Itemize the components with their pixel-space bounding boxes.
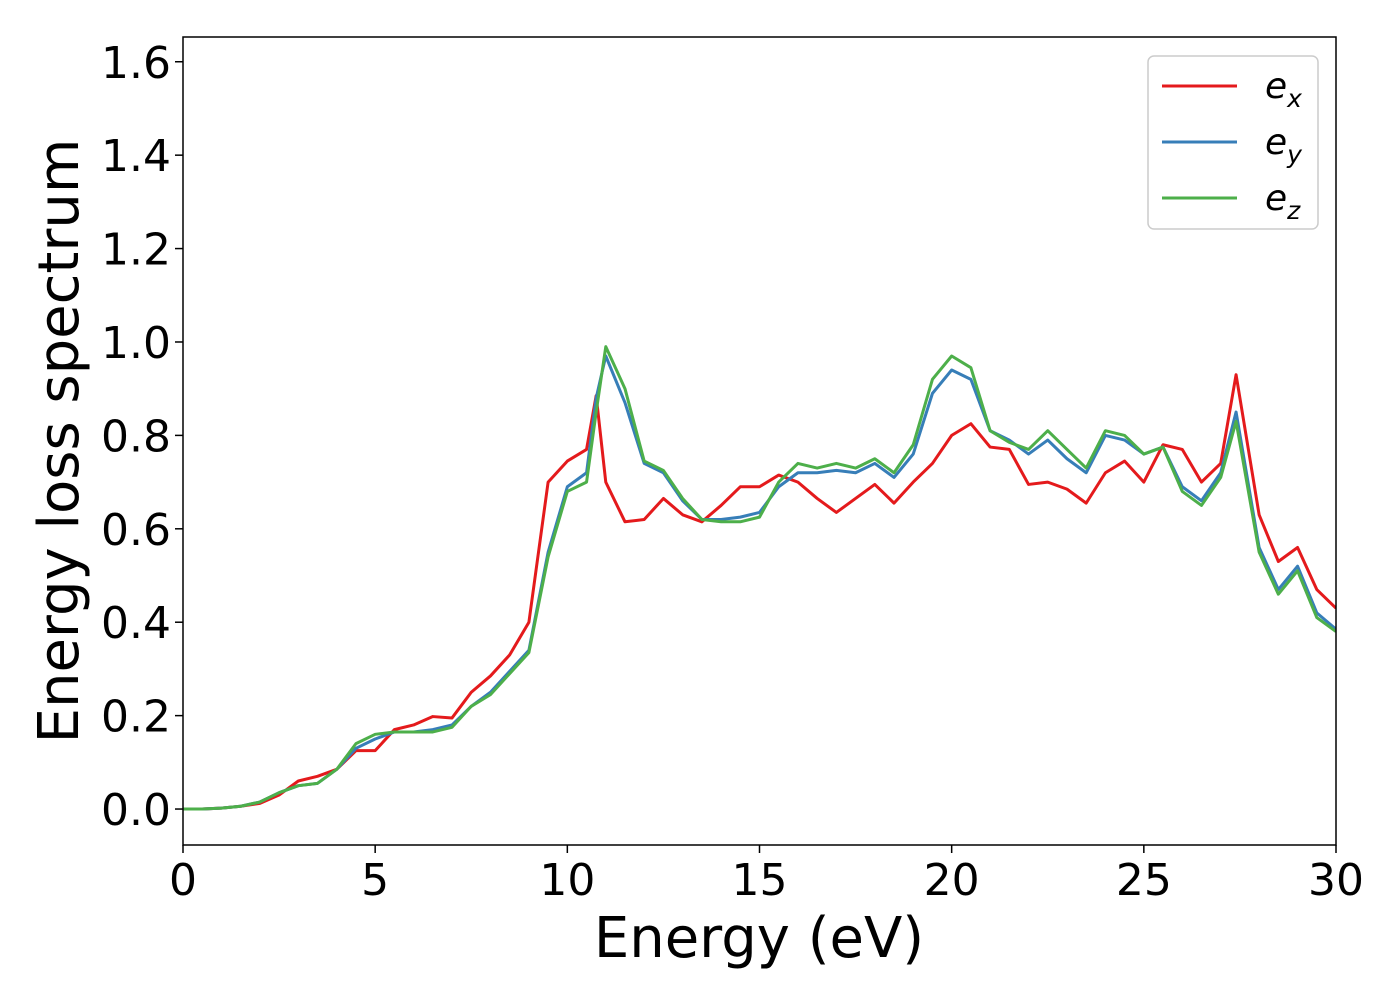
y-axis-label: Energy loss spectrum — [27, 139, 92, 744]
x-tick-label: 20 — [924, 855, 980, 906]
y-tick-label: 0.2 — [101, 692, 171, 743]
x-tick-label: 15 — [732, 855, 788, 906]
y-tick-label: 0.8 — [101, 411, 171, 462]
legend-label: ex — [1265, 66, 1302, 113]
y-tick-label: 0.6 — [101, 505, 171, 556]
y-tick-label: 1.4 — [101, 131, 171, 182]
y-tick-label: 1.2 — [101, 225, 171, 276]
x-tick-label: 5 — [361, 855, 389, 906]
y-tick-label: 1.0 — [101, 318, 171, 369]
data-line — [183, 345, 1336, 811]
data-line — [183, 354, 1336, 811]
x-axis-label: Energy (eV) — [594, 906, 924, 971]
x-tick-label: 25 — [1116, 855, 1172, 906]
legend-label: ey — [1265, 122, 1303, 169]
y-tick-label: 0.0 — [101, 785, 171, 836]
x-tick-label: 10 — [539, 855, 595, 906]
x-tick-label: 30 — [1308, 855, 1364, 906]
data-line — [183, 373, 1336, 811]
y-tick-label: 1.6 — [101, 38, 171, 89]
x-tick-label: 0 — [169, 855, 197, 906]
y-tick-label: 0.4 — [101, 598, 171, 649]
plot-frame — [182, 36, 1337, 846]
legend-label: ez — [1265, 178, 1301, 225]
